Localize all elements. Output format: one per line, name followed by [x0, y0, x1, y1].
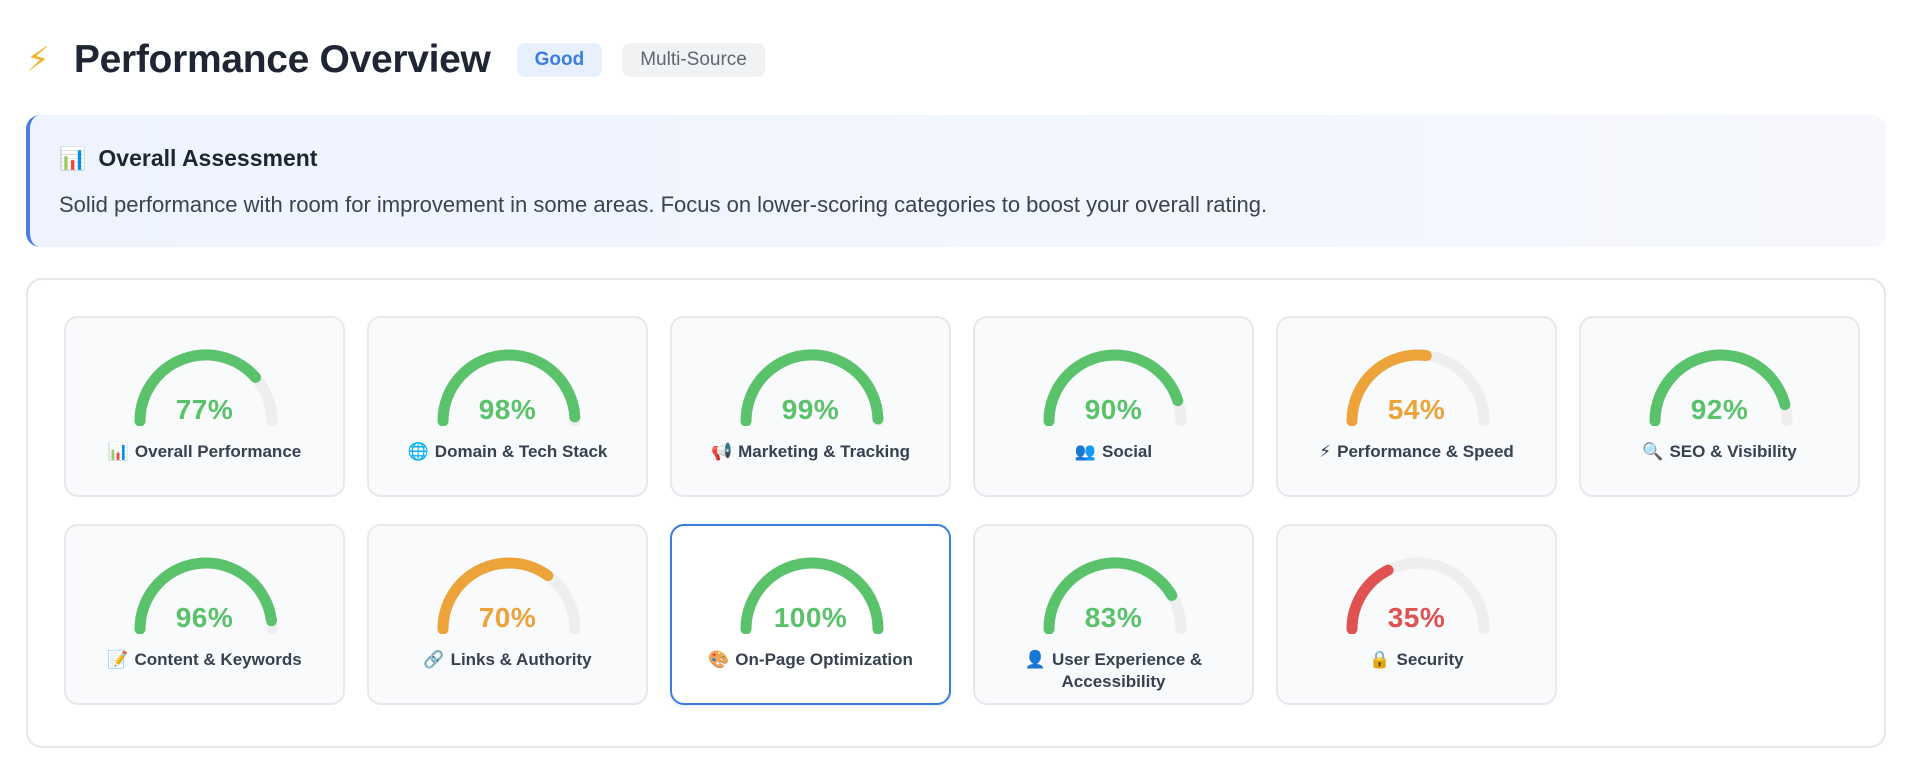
card-label-text: User Experience & — [1051, 650, 1203, 669]
gauge-fill — [437, 557, 554, 634]
gauge-fill — [1043, 557, 1178, 634]
card-label: 👤 User Experience & Accessibility — [975, 649, 1252, 693]
gauge-fill — [1649, 349, 1791, 426]
status-badge: Good — [516, 43, 603, 77]
card-label: 📊 Overall Performance — [66, 441, 343, 463]
score-value: 77% — [175, 394, 234, 425]
score-card-security[interactable]: 35% 🔒 Security — [1276, 524, 1557, 705]
score-value: 99% — [781, 394, 840, 425]
card-label: 📝 Content & Keywords — [66, 649, 343, 671]
score-value: 90% — [1084, 394, 1143, 425]
memo-icon: 📝 — [107, 650, 129, 669]
score-card-on-page-optimization[interactable]: 100% 🎨 On-Page Optimization — [670, 524, 951, 705]
magnifier-icon: 🔍 — [1642, 442, 1664, 461]
score-gauge — [1043, 349, 1187, 426]
link-icon: 🔗 — [423, 650, 445, 669]
people-icon: 👥 — [1074, 442, 1097, 461]
card-label: 🔗 Links & Authority — [369, 649, 646, 671]
score-card-domain-tech-stack[interactable]: 98% 🌐 Domain & Tech Stack — [367, 316, 648, 497]
score-value: 70% — [478, 602, 537, 633]
user-icon: 👤 — [1024, 650, 1046, 669]
card-label-text-line2: Accessibility — [1061, 672, 1166, 691]
score-gauge — [134, 349, 278, 426]
lightning-bolt-icon: ⚡ — [1319, 442, 1332, 461]
score-card-links-authority[interactable]: 70% 🔗 Links & Authority — [367, 524, 648, 705]
score-gauge — [1043, 557, 1187, 634]
score-card-content-keywords[interactable]: 96% 📝 Content & Keywords — [64, 524, 345, 705]
score-gauge — [740, 349, 884, 426]
gauge-fill — [740, 349, 884, 426]
page-title: Performance Overview — [73, 38, 491, 81]
card-label: 🌐 Domain & Tech Stack — [369, 441, 646, 463]
score-card-user-experience[interactable]: 83% 👤 User Experience & Accessibility — [973, 524, 1254, 705]
palette-icon: 🎨 — [708, 650, 730, 669]
card-label: 📢 Marketing & Tracking — [672, 441, 949, 463]
bar-chart-icon: 📊 — [107, 442, 129, 461]
score-card-marketing-tracking[interactable]: 99% 📢 Marketing & Tracking — [670, 316, 951, 497]
score-value: 98% — [478, 394, 537, 425]
score-value: 83% — [1084, 602, 1143, 633]
lock-icon: 🔒 — [1369, 650, 1391, 669]
card-label-text: Security — [1396, 650, 1464, 669]
assessment-heading: Overall Assessment — [98, 145, 318, 171]
card-label-text: Domain & Tech Stack — [434, 442, 608, 461]
score-gauge — [740, 557, 884, 634]
score-card-overall-performance[interactable]: 77% 📊 Overall Performance — [64, 316, 345, 497]
globe-icon: 🌐 — [407, 442, 429, 461]
gauge-fill — [1346, 349, 1432, 426]
assessment-heading-row: 📊 Overall Assessment — [59, 145, 1886, 172]
overall-assessment-panel: 📊 Overall Assessment Solid performance w… — [26, 115, 1886, 247]
gauge-fill — [437, 349, 581, 426]
score-value: 100% — [773, 602, 848, 633]
card-label: 🎨 On-Page Optimization — [672, 649, 949, 671]
score-value: 92% — [1690, 394, 1749, 425]
score-gauge — [437, 349, 581, 426]
card-label-text: Overall Performance — [134, 442, 302, 461]
card-label: ⚡ Performance & Speed — [1278, 441, 1555, 463]
assessment-text: Solid performance with room for improvem… — [59, 192, 1268, 217]
card-label: 👥 Social — [975, 441, 1252, 463]
score-gauge — [1649, 349, 1793, 426]
page-header: ⚡ Performance Overview Good Multi-Source — [26, 38, 765, 82]
card-label: 🔒 Security — [1278, 649, 1555, 671]
gauge-fill — [1346, 564, 1394, 634]
score-gauge — [1346, 557, 1490, 634]
score-gauge — [437, 557, 581, 634]
score-value: 96% — [175, 602, 234, 633]
card-label-text: On-Page Optimization — [735, 650, 913, 669]
bar-chart-icon: 📊 — [59, 145, 87, 171]
gauge-fill — [134, 557, 277, 634]
card-label-text: Links & Authority — [450, 650, 592, 669]
card-label: 🔍 SEO & Visibility — [1581, 441, 1858, 463]
gauge-fill — [740, 557, 884, 634]
gauge-fill — [1043, 349, 1184, 426]
card-label-text: Performance & Speed — [1337, 442, 1514, 461]
card-label-text: SEO & Visibility — [1669, 442, 1797, 461]
card-label-text: Content & Keywords — [134, 650, 302, 669]
lightning-bolt-icon: ⚡ — [26, 41, 50, 79]
megaphone-icon: 📢 — [710, 442, 733, 461]
gauge-fill — [134, 349, 262, 426]
card-label-text: Marketing & Tracking — [738, 442, 911, 461]
score-card-seo-visibility[interactable]: 92% 🔍 SEO & Visibility — [1579, 316, 1860, 497]
score-card-social[interactable]: 90% 👥 Social — [973, 316, 1254, 497]
score-value: 35% — [1387, 602, 1446, 633]
score-cards-panel: 77% 📊 Overall Performance 98% 🌐 Domain & Tech… — [26, 278, 1886, 748]
score-value: 54% — [1387, 394, 1446, 425]
card-label-text: Social — [1102, 442, 1153, 461]
score-card-performance-speed[interactable]: 54% ⚡ Performance & Speed — [1276, 316, 1557, 497]
score-gauge — [134, 557, 278, 634]
source-badge: Multi-Source — [622, 43, 765, 77]
score-gauge — [1346, 349, 1490, 426]
